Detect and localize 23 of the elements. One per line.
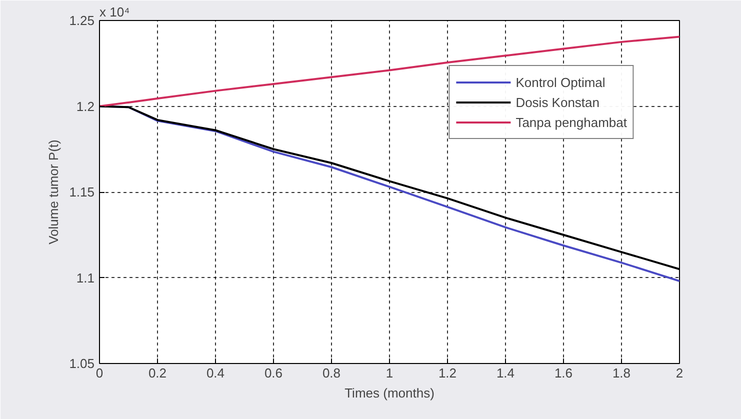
x-axis-title: Times (months) (344, 386, 434, 400)
x-tick-label: 0.2 (148, 366, 167, 380)
x-tick-label: 1.6 (554, 366, 573, 380)
legend-label: Dosis Konstan (516, 94, 600, 110)
x-tick-label: 1 (386, 366, 394, 380)
y-tick-label: 1.1 (76, 270, 95, 286)
legend-label: Kontrol Optimal (516, 74, 606, 90)
x-tick-label: 1.2 (438, 366, 457, 380)
legend-label: Tanpa penghambat (516, 114, 627, 130)
line-series (100, 36, 680, 108)
x-tick-label: 1.4 (496, 366, 515, 380)
y-tick-label: 1.25 (69, 13, 95, 28)
y-tick-label: 1.2 (76, 98, 95, 114)
x-tick-label: 1.8 (612, 366, 631, 380)
y-axis-title: Volume tumor P(t) (46, 140, 62, 244)
x-tick-label: 0 (96, 366, 104, 380)
y-tick-label: 1.15 (69, 184, 95, 200)
text: x 10⁴ (100, 4, 130, 20)
x-tick-label: 0.4 (206, 366, 225, 380)
x-tick-label: 0.8 (322, 366, 341, 380)
x-tick-label: 2 (676, 366, 684, 380)
y-tick-label: 1.05 (69, 356, 95, 371)
x-tick-label: 0.6 (264, 366, 283, 380)
